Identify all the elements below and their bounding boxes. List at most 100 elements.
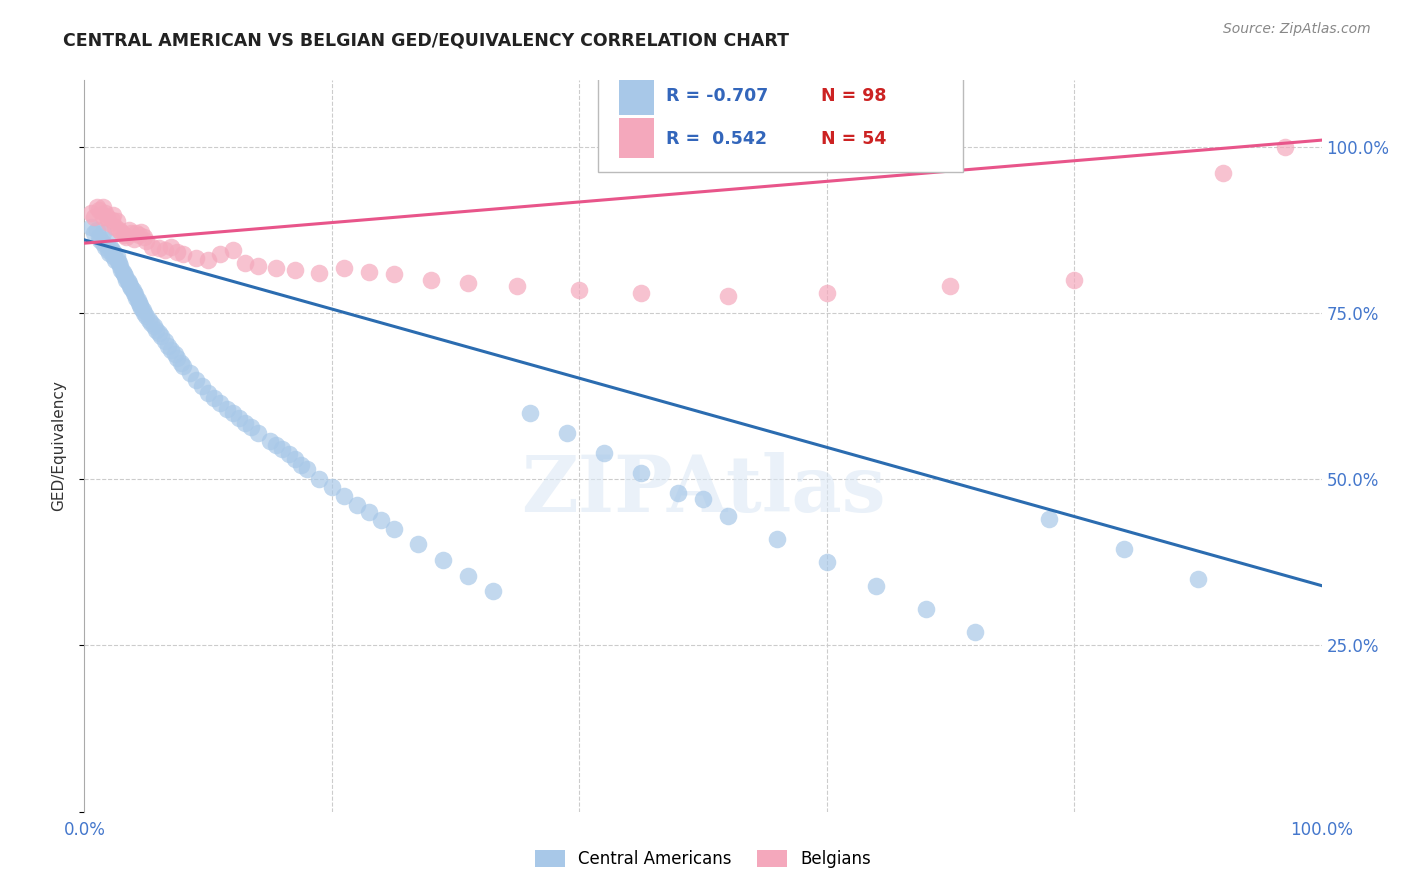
Point — [115, 273, 138, 287]
Point — [105, 250, 128, 264]
Point — [568, 283, 591, 297]
Point — [370, 513, 392, 527]
Point — [717, 289, 740, 303]
Point — [121, 283, 143, 297]
Point — [141, 239, 163, 253]
Point — [108, 256, 131, 270]
Point — [766, 532, 789, 546]
Point — [96, 210, 118, 224]
Point — [284, 262, 307, 277]
Point — [98, 216, 121, 230]
Point — [965, 625, 987, 640]
Point — [259, 434, 281, 448]
Point — [228, 411, 250, 425]
Point — [104, 219, 127, 234]
Point — [122, 231, 145, 245]
Point — [1112, 542, 1135, 557]
Point — [122, 286, 145, 301]
Point — [120, 226, 142, 240]
Point — [118, 276, 141, 290]
Point — [519, 406, 541, 420]
Point — [89, 229, 111, 244]
FancyBboxPatch shape — [598, 70, 963, 171]
Point — [630, 286, 652, 301]
Point — [295, 462, 318, 476]
Point — [132, 229, 155, 244]
Point — [197, 252, 219, 267]
Point — [264, 260, 287, 275]
Point — [129, 298, 152, 312]
Point — [91, 200, 114, 214]
Point — [222, 243, 245, 257]
Point — [209, 396, 232, 410]
Point — [135, 234, 157, 248]
Point — [1212, 166, 1234, 180]
Point — [160, 343, 183, 357]
Point — [321, 480, 343, 494]
Point — [108, 223, 131, 237]
Point — [184, 372, 207, 386]
Text: ZIPAtlas: ZIPAtlas — [520, 452, 886, 528]
Point — [166, 351, 188, 366]
Point — [104, 252, 127, 267]
Point — [114, 269, 136, 284]
Point — [148, 241, 170, 255]
Point — [939, 279, 962, 293]
Point — [555, 425, 578, 440]
Point — [83, 226, 105, 240]
FancyBboxPatch shape — [619, 74, 654, 115]
Text: N = 54: N = 54 — [821, 130, 886, 148]
Point — [86, 223, 108, 237]
Point — [166, 244, 188, 259]
Point — [191, 379, 214, 393]
Point — [86, 200, 108, 214]
Point — [202, 391, 225, 405]
Point — [593, 445, 616, 459]
Point — [692, 492, 714, 507]
Point — [129, 301, 152, 315]
Point — [1187, 572, 1209, 586]
Point — [128, 296, 150, 310]
Point — [170, 356, 193, 370]
Point — [815, 286, 838, 301]
Point — [148, 326, 170, 340]
Point — [94, 239, 117, 253]
Point — [145, 323, 167, 337]
Point — [89, 202, 111, 217]
Point — [124, 287, 146, 301]
Point — [129, 225, 152, 239]
Point — [264, 438, 287, 452]
Point — [333, 489, 356, 503]
Point — [112, 227, 135, 242]
Point — [308, 472, 330, 486]
Point — [79, 206, 101, 220]
Point — [79, 219, 101, 234]
Point — [865, 579, 887, 593]
Point — [127, 293, 149, 307]
Point — [233, 416, 256, 430]
Point — [666, 485, 689, 500]
Point — [101, 250, 124, 264]
Point — [209, 247, 232, 261]
Text: R = -0.707: R = -0.707 — [666, 87, 768, 105]
Point — [117, 274, 139, 288]
Point — [179, 366, 201, 380]
Point — [125, 291, 148, 305]
Point — [357, 265, 380, 279]
Point — [115, 229, 138, 244]
Point — [142, 319, 165, 334]
Point — [111, 265, 134, 279]
Point — [172, 359, 194, 374]
Point — [408, 537, 430, 551]
Point — [153, 334, 176, 348]
Point — [107, 254, 129, 268]
Point — [100, 243, 122, 257]
Y-axis label: GED/Equivalency: GED/Equivalency — [51, 381, 66, 511]
Point — [100, 213, 122, 227]
Point — [138, 312, 160, 326]
Point — [222, 406, 245, 420]
Point — [163, 347, 186, 361]
Point — [135, 310, 157, 324]
Point — [457, 568, 479, 582]
Point — [246, 260, 269, 274]
